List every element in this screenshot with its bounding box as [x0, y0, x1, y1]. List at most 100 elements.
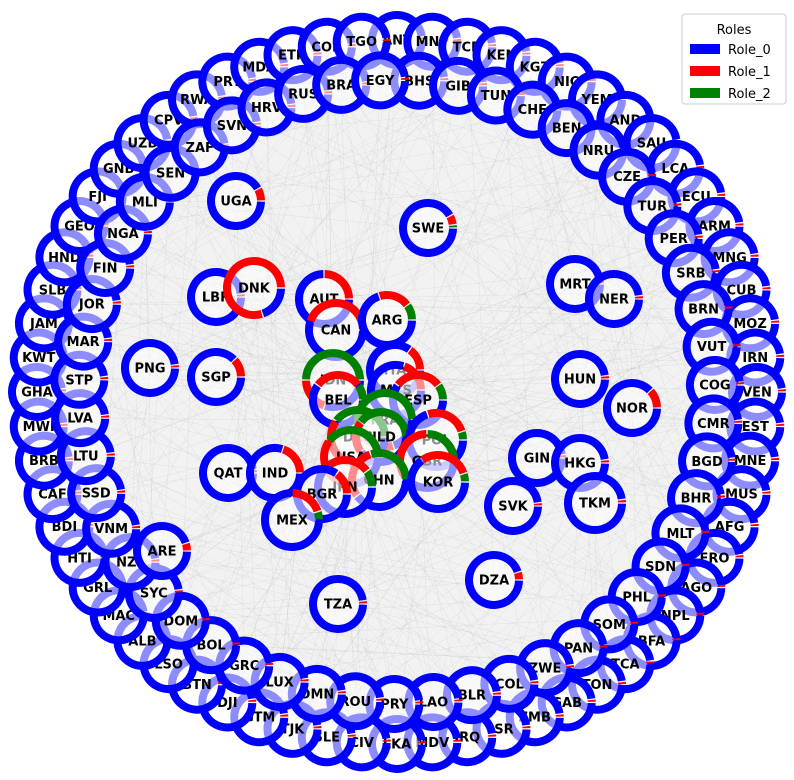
- role-arc-0: [651, 504, 710, 563]
- node-label: JOR: [78, 298, 105, 313]
- node-label: QAT: [214, 467, 243, 482]
- node-label: BHR: [681, 492, 712, 507]
- node-label: BRB: [29, 454, 59, 469]
- node-center: [194, 355, 238, 399]
- edge: [118, 168, 510, 685]
- node-center: [411, 679, 456, 724]
- edge: [149, 346, 712, 369]
- node-label: DZA: [479, 574, 509, 589]
- role-arc-1: [407, 346, 424, 370]
- node-label: NER: [599, 293, 629, 308]
- edge: [161, 550, 339, 605]
- node-center: [253, 451, 297, 495]
- role-arc-0: [351, 51, 410, 110]
- edge: [118, 168, 633, 409]
- node-label: SVN: [217, 119, 247, 134]
- edge: [341, 84, 581, 380]
- node-label: EST: [742, 420, 769, 435]
- node-can: CAN: [305, 299, 367, 361]
- node-label: SYC: [140, 586, 168, 601]
- node-label: BGD: [691, 455, 723, 470]
- node-label: CMR: [697, 417, 730, 432]
- node-label: SWE: [412, 222, 445, 237]
- node-label: GIN: [524, 452, 550, 467]
- node-label: MRT: [559, 278, 590, 293]
- edge: [91, 85, 459, 305]
- role-arc-2: [460, 473, 469, 482]
- node-center: [487, 661, 532, 706]
- edge: [266, 107, 293, 729]
- node-label: IND: [262, 467, 289, 482]
- edge: [433, 150, 599, 702]
- node-rou: ROU: [326, 672, 385, 731]
- edge: [96, 46, 468, 494]
- node-label: BHS: [404, 74, 434, 89]
- node-center: [358, 58, 403, 103]
- node-lva: LVA: [51, 389, 110, 448]
- role-arc-0: [312, 55, 371, 114]
- edge: [432, 41, 661, 567]
- node-label: PAN: [564, 642, 593, 657]
- node-center: [214, 179, 258, 223]
- node-label: BRA: [326, 78, 356, 93]
- node-label: SLB: [39, 283, 67, 298]
- node-label: RUS: [288, 87, 318, 102]
- edge: [292, 55, 596, 504]
- role-arc-1: [324, 270, 353, 299]
- edge: [85, 455, 579, 649]
- role-arc-2: [370, 449, 410, 480]
- node-dnk: DNK: [223, 257, 285, 319]
- role-arc-2: [302, 349, 364, 380]
- role-arc-1: [292, 489, 322, 513]
- node-label: NGA: [107, 227, 139, 242]
- node-egy: EGY: [351, 51, 410, 110]
- node-label: ARE: [148, 545, 177, 560]
- role-arc-2: [314, 511, 323, 520]
- node-center: [472, 558, 516, 602]
- node-label: GRC: [229, 659, 259, 674]
- edge: [38, 426, 510, 685]
- edge: [361, 99, 598, 743]
- edge: [361, 41, 681, 534]
- node-center: [491, 484, 535, 528]
- node-label: SRB: [676, 266, 705, 281]
- node-label: BLR: [458, 689, 486, 704]
- role-arc-0: [261, 288, 285, 318]
- edge: [566, 150, 599, 703]
- node-label: HUN: [564, 373, 596, 388]
- legend-frame: [681, 13, 787, 105]
- node-center: [312, 306, 360, 354]
- node-center: [406, 206, 450, 250]
- role-arc-0: [358, 292, 416, 349]
- node-center: [571, 479, 619, 527]
- edge: [79, 379, 567, 703]
- node-label: EGY: [366, 74, 395, 89]
- legend-label-role-2: Role_2: [728, 87, 771, 102]
- node-label: PRY: [380, 697, 409, 712]
- legend: Roles Role_0 Role_1 Role_2: [681, 13, 787, 105]
- node-label: HND: [48, 251, 81, 266]
- edge: [544, 346, 712, 669]
- role-arc-0: [207, 172, 265, 230]
- edge: [43, 460, 598, 685]
- edge: [426, 460, 681, 534]
- edge: [292, 55, 715, 559]
- node-label: LAO: [419, 695, 448, 710]
- node-tza: TZA: [309, 575, 367, 633]
- node-label: BRN: [688, 303, 719, 318]
- node-label: IRN: [742, 351, 768, 366]
- edge: [196, 41, 362, 685]
- edge: [394, 384, 716, 705]
- node-label: IRQ: [454, 731, 480, 746]
- node-label: VEN: [742, 386, 772, 401]
- role-arc-1: [420, 451, 468, 475]
- node-label: MLI: [132, 195, 158, 210]
- legend-swatch-role-1: [690, 66, 720, 76]
- node-kor: KOR: [407, 451, 469, 513]
- role-arc-1: [281, 445, 304, 473]
- node-label: SDN: [645, 560, 676, 575]
- node-label: NRU: [583, 144, 614, 159]
- edge: [292, 168, 676, 729]
- node-label: STP: [65, 373, 93, 388]
- node-label: DOM: [163, 614, 198, 629]
